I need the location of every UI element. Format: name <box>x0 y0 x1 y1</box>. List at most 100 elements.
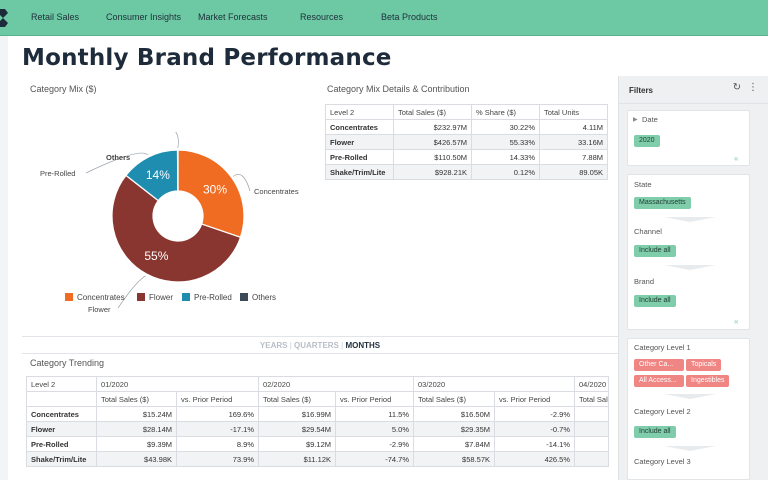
nav-beta-products[interactable]: Beta Products <box>381 12 438 22</box>
category-level-1-chip[interactable]: Ingestibles <box>686 375 730 387</box>
leader-line <box>233 173 251 192</box>
column-header[interactable]: Total Units <box>539 104 608 120</box>
tab-years[interactable]: YEARS <box>259 341 288 350</box>
cell: 5.0% <box>335 421 414 437</box>
period-header[interactable]: 01/2020 <box>96 376 259 392</box>
column-header[interactable]: Level 2 <box>325 104 394 120</box>
category-level-2-label: Category Level 2 <box>634 407 691 416</box>
period-header[interactable]: 02/2020 <box>258 376 414 392</box>
date-filter-label: Date <box>642 115 658 124</box>
category-level-1-chip[interactable]: Other Ca... <box>634 359 684 371</box>
column-header[interactable]: vs. Prior Period <box>335 391 414 407</box>
mix-details-table: Level 2 Total Sales ($) % Share ($) Tota… <box>325 104 608 180</box>
logo-icon[interactable] <box>0 9 8 27</box>
category-level-1-chip[interactable]: Topicals <box>686 359 722 371</box>
cell: $29.35M <box>413 421 495 437</box>
date-filter-chip[interactable]: 2020 <box>634 135 660 147</box>
cell: $16.50M <box>413 406 495 422</box>
filters-title: Filters <box>629 86 654 95</box>
expand-icon[interactable]: ▶ <box>633 117 638 123</box>
legend-item-flower[interactable]: Flower <box>137 293 173 302</box>
legend-item-concentrates[interactable]: Concentrates <box>65 293 125 302</box>
table-row[interactable]: Concentrates $232.97M 30.22% 4.11M <box>325 119 608 135</box>
cell: $426.57M <box>393 134 472 150</box>
cell: -14.1% <box>494 436 575 452</box>
cell: $58.57K <box>413 451 495 467</box>
row-header: Concentrates <box>26 406 97 422</box>
state-filter-chip[interactable]: Massachusetts <box>634 197 691 209</box>
slice-concentrates[interactable] <box>177 149 245 239</box>
legend-swatch-flower <box>137 293 145 301</box>
nav-resources[interactable]: Resources <box>300 12 344 22</box>
cell: $7.84M <box>413 436 495 452</box>
trend-period-header-row: Level 2 01/2020 02/2020 03/2020 04/2020 <box>26 376 609 392</box>
category-mix-donut-chart: 30% Concentrates 55% Flower 14% Pre-Rolled Oth… <box>40 131 299 314</box>
legend-item-pre-rolled[interactable]: Pre-Rolled <box>182 293 232 302</box>
column-header[interactable]: Total Sales ($) <box>574 391 609 407</box>
table-row[interactable]: Pre-Rolled $9.39M 8.9% $9.12M -2.9% $7.8… <box>26 436 609 452</box>
nav-market-forecasts[interactable]: Market Forecasts <box>198 12 268 22</box>
column-header[interactable]: Total Sales ($) <box>413 391 495 407</box>
divider <box>664 394 716 399</box>
category-level-3-label: Category Level 3 <box>634 457 691 466</box>
cell: $9.39M <box>96 436 177 452</box>
more-options-icon[interactable]: ⋮ <box>748 82 758 93</box>
column-header[interactable]: vs. Prior Period <box>176 391 259 407</box>
period-tabs: YEARS | QUARTERS | MONTHS <box>22 336 618 354</box>
legend-label-others: Others <box>252 293 277 302</box>
legend-label-pre-rolled: Pre-Rolled <box>194 293 232 302</box>
legend-item-others[interactable]: Others <box>240 293 276 302</box>
table-row[interactable]: Pre-Rolled $110.50M 14.33% 7.88M <box>325 149 608 165</box>
table-row[interactable]: Shake/Trim/Lite $43.98K 73.9% $11.12K -7… <box>26 451 609 467</box>
location-filter-card: State Massachusetts Channel Include all … <box>627 174 750 330</box>
slice-value-label: 14% <box>146 168 170 182</box>
cell: 30.22% <box>471 119 540 135</box>
cell: 169.6% <box>176 406 259 422</box>
collapse-icon[interactable]: « <box>734 317 739 326</box>
period-header[interactable]: 03/2020 <box>413 376 575 392</box>
column-header[interactable]: vs. Prior Period <box>494 391 575 407</box>
channel-filter-chip[interactable]: Include all <box>634 245 676 257</box>
table-row[interactable]: Flower $28.14M -17.1% $29.54M 5.0% $29.3… <box>26 421 609 437</box>
column-header[interactable]: Level 2 <box>26 376 97 392</box>
channel-filter-label: Channel <box>634 227 662 236</box>
row-header: Concentrates <box>325 119 394 135</box>
cell: $29.54M <box>258 421 336 437</box>
cell <box>574 406 609 422</box>
leader-line <box>85 152 149 174</box>
category-level-1-chip[interactable]: All Access... <box>634 375 684 387</box>
slice-flower[interactable] <box>111 174 242 283</box>
category-trending-title: Category Trending <box>30 358 105 368</box>
column-header[interactable]: Total Sales ($) <box>96 391 177 407</box>
category-filter-card: Category Level 1 Other Ca... Topicals Al… <box>627 338 750 480</box>
tab-months[interactable]: MONTHS <box>345 341 381 350</box>
table-row[interactable]: Concentrates $15.24M 169.6% $16.99M 11.5… <box>26 406 609 422</box>
nav-consumer-insights[interactable]: Consumer Insights <box>106 12 182 22</box>
column-header[interactable]: Total Sales ($) <box>258 391 336 407</box>
column-header[interactable]: Total Sales ($) <box>393 104 472 120</box>
cell <box>574 451 609 467</box>
category-level-1-label: Category Level 1 <box>634 343 691 352</box>
slice-category-label: Pre-Rolled <box>40 169 75 178</box>
cell: $15.24M <box>96 406 177 422</box>
category-level-2-chip[interactable]: Include all <box>634 426 676 438</box>
cell: 55.33% <box>471 134 540 150</box>
tab-quarters[interactable]: QUARTERS <box>294 341 339 350</box>
cell: 14.33% <box>471 149 540 165</box>
cell: 11.5% <box>335 406 414 422</box>
collapse-icon[interactable]: « <box>734 154 739 163</box>
table-row[interactable]: Flower $426.57M 55.33% 33.16M <box>325 134 608 150</box>
period-header[interactable]: 04/2020 <box>574 376 609 392</box>
page-content: Monthly Brand Performance Category Mix (… <box>8 36 768 480</box>
column-header[interactable]: % Share ($) <box>471 104 540 120</box>
brand-filter-chip[interactable]: Include all <box>634 295 676 307</box>
legend-swatch-concentrates <box>65 293 73 301</box>
reset-icon[interactable]: ↻ <box>732 82 742 93</box>
row-header: Flower <box>26 421 97 437</box>
nav-retail-sales[interactable]: Retail Sales <box>31 12 80 22</box>
filters-panel: Filters ↻ ⋮ ▶ Date 2020 « State Massachu… <box>618 76 768 480</box>
row-header: Shake/Trim/Lite <box>26 451 97 467</box>
brand-filter-label: Brand <box>634 277 655 286</box>
cell: 73.9% <box>176 451 259 467</box>
table-row[interactable]: Shake/Trim/Lite $928.21K 0.12% 89.05K <box>325 164 608 180</box>
